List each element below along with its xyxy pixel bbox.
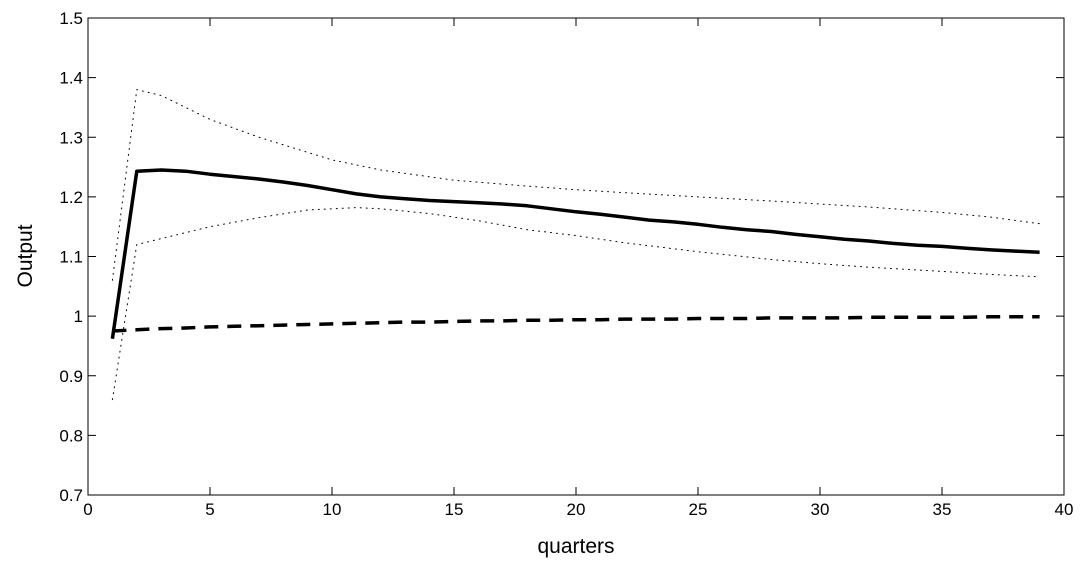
- y-tick-label: 0.8: [59, 426, 83, 445]
- x-tick-label: 30: [811, 500, 830, 519]
- x-tick-label: 35: [933, 500, 952, 519]
- series-line-dotted: [111, 207, 1041, 401]
- y-tick-label: 0.7: [59, 486, 83, 505]
- series-line-solid: [110, 168, 1040, 340]
- x-tick-label: 5: [205, 500, 214, 519]
- y-tick-label: 1.5: [59, 9, 83, 28]
- y-tick-label: 1.1: [59, 248, 83, 267]
- y-tick-label: 1.2: [59, 188, 83, 207]
- x-tick-label: 0: [83, 500, 92, 519]
- x-tick-label: 25: [689, 500, 708, 519]
- y-axis: 0.7 0.8 0.9 1 1.1 1.2 1.3 1.4 1.5: [59, 9, 1064, 505]
- x-tick-label: 40: [1055, 500, 1074, 519]
- x-axis-label: quarters: [537, 535, 614, 558]
- series-line-dashed: [112, 314, 1040, 333]
- y-axis-label: Output: [14, 224, 37, 287]
- series-layer: [110, 89, 1041, 401]
- plot-frame: [87, 17, 1065, 496]
- x-tick-label: 10: [323, 500, 342, 519]
- y-tick-label: 1.3: [59, 128, 83, 147]
- x-tick-label: 20: [567, 500, 586, 519]
- x-axis: 0 5 10 15 20 25 30 35 40: [83, 18, 1073, 519]
- y-tick-label: 0.9: [59, 367, 83, 386]
- y-tick-label: 1.4: [59, 69, 83, 88]
- x-tick-label: 15: [445, 500, 464, 519]
- y-tick-label: 1: [74, 307, 83, 326]
